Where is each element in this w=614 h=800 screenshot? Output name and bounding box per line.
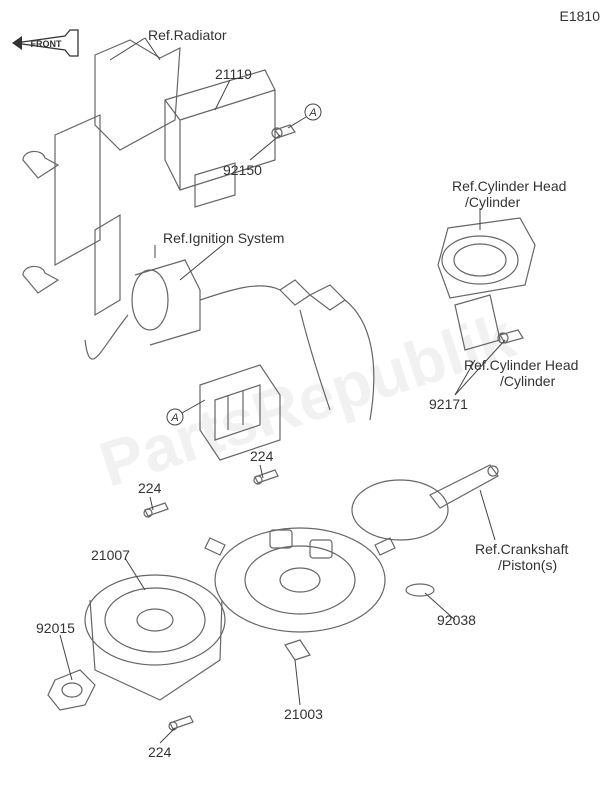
diagram-svg: A A bbox=[0, 0, 614, 800]
part-21003-label: 21003 bbox=[284, 706, 323, 722]
front-label: FRONT bbox=[31, 39, 62, 49]
crankshaft-shaft bbox=[352, 465, 498, 540]
page-code: E1810 bbox=[560, 8, 600, 24]
part-21119-label: 21119 bbox=[215, 66, 252, 82]
radiator-bracket bbox=[23, 40, 180, 315]
ref-cyl-head-2a-label: Ref.Cylinder Head bbox=[464, 357, 578, 373]
front-arrow-indicator: FRONT bbox=[10, 28, 80, 58]
bolt-92171 bbox=[498, 330, 523, 343]
part-224-b-label: 224 bbox=[138, 480, 161, 496]
part-224-c-label: 224 bbox=[148, 744, 171, 760]
part-92150-label: 92150 bbox=[223, 162, 262, 178]
part-92038-label: 92038 bbox=[437, 612, 476, 628]
cylinder-head-upper bbox=[438, 218, 535, 350]
key-92038 bbox=[406, 584, 434, 596]
ref-radiator-label: Ref.Radiator bbox=[148, 27, 227, 43]
nut-92015 bbox=[48, 670, 95, 710]
ref-crankshaft-b-label: /Piston(s) bbox=[498, 557, 557, 573]
rotor-flywheel bbox=[85, 575, 225, 700]
ignition-coil bbox=[85, 245, 200, 359]
callout-A-2: A bbox=[167, 400, 205, 425]
svg-text:A: A bbox=[170, 412, 178, 424]
part-224-a-label: 224 bbox=[250, 448, 273, 464]
part-92171-label: 92171 bbox=[429, 396, 468, 412]
ref-crankshaft-a-label: Ref.Crankshaft bbox=[475, 541, 568, 557]
svg-text:A: A bbox=[308, 107, 316, 119]
part-21007-label: 21007 bbox=[91, 547, 130, 563]
ref-cyl-head-2b-label: /Cylinder bbox=[500, 373, 555, 389]
screw-224-c bbox=[169, 716, 193, 730]
part-92015-label: 92015 bbox=[36, 620, 75, 636]
stator bbox=[205, 528, 395, 660]
screw-224-b bbox=[144, 503, 168, 517]
ref-cyl-head-1b-label: /Cylinder bbox=[465, 194, 520, 210]
leader-lines bbox=[60, 38, 505, 743]
callout-A-1: A bbox=[288, 104, 321, 128]
ref-ignition-label: Ref.Ignition System bbox=[163, 230, 284, 246]
wiring-harness bbox=[200, 280, 374, 460]
ref-cyl-head-1a-label: Ref.Cylinder Head bbox=[452, 178, 566, 194]
igniter-box bbox=[165, 70, 275, 207]
screw-224-a bbox=[254, 470, 278, 484]
